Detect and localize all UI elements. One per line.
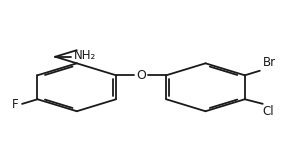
Text: F: F bbox=[12, 98, 18, 111]
Text: O: O bbox=[136, 69, 146, 82]
Text: Br: Br bbox=[263, 56, 276, 69]
Text: Cl: Cl bbox=[263, 105, 274, 118]
Text: NH₂: NH₂ bbox=[74, 49, 96, 62]
